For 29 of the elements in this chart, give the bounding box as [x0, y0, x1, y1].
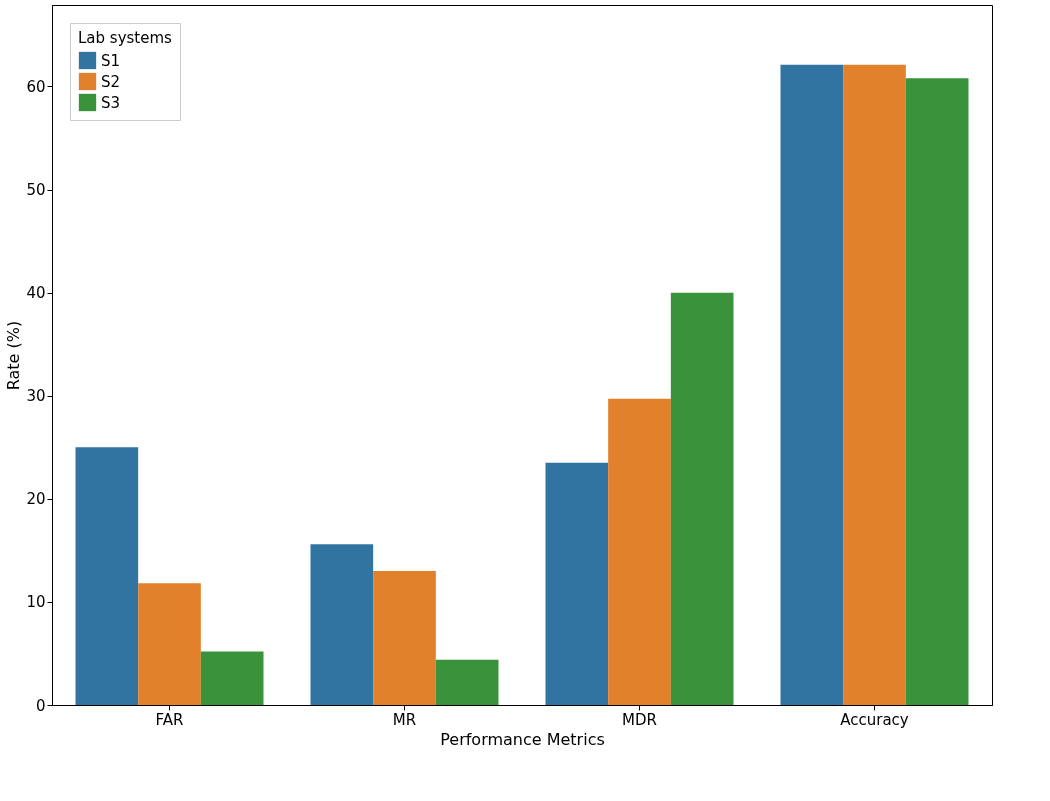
y-tick-label: 50: [26, 181, 46, 200]
bar: [670, 292, 734, 705]
bar: [310, 544, 374, 705]
legend-label: S3: [101, 93, 121, 112]
x-axis-title: Performance Metrics: [440, 729, 605, 749]
y-tick-label: 30: [26, 387, 46, 406]
y-tick-label: 10: [26, 593, 46, 612]
y-tick-label: 0: [35, 696, 46, 715]
bar: [780, 64, 844, 705]
legend-title: Lab systems: [78, 29, 173, 47]
x-tick-label: MR: [392, 710, 417, 729]
bar: [200, 651, 264, 705]
bar: [608, 398, 671, 705]
bar: [75, 447, 139, 705]
y-tick-label: 60: [26, 77, 46, 96]
bar: [138, 583, 201, 705]
legend-label: S1: [101, 51, 121, 70]
bar: [843, 64, 906, 705]
x-tick-label: MDR: [622, 710, 657, 729]
bar: [545, 462, 609, 705]
bar: [435, 659, 499, 705]
y-axis-title: Rate (%): [4, 320, 24, 391]
x-tick-label: Accuracy: [840, 710, 909, 729]
legend-label: S2: [101, 72, 121, 91]
y-tick-label: 20: [26, 490, 46, 509]
bar: [373, 570, 436, 705]
y-tick-label: 40: [26, 284, 46, 303]
bar: [905, 78, 969, 705]
x-tick-label: FAR: [155, 710, 184, 729]
